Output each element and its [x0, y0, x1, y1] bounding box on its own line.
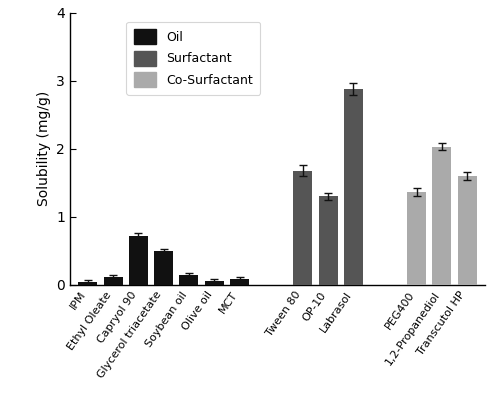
- Bar: [180, 275, 199, 285]
- Legend: Oil, Surfactant, Co-Surfactant: Oil, Surfactant, Co-Surfactant: [126, 21, 260, 95]
- Bar: [458, 176, 477, 285]
- Bar: [129, 236, 148, 285]
- Y-axis label: Solubility (mg/g): Solubility (mg/g): [36, 91, 51, 207]
- Bar: [154, 251, 173, 285]
- Bar: [318, 197, 338, 285]
- Bar: [78, 282, 97, 285]
- Bar: [230, 279, 249, 285]
- Bar: [407, 191, 426, 285]
- Bar: [104, 277, 122, 285]
- Bar: [344, 89, 363, 285]
- Bar: [294, 171, 312, 285]
- Bar: [204, 281, 224, 285]
- Bar: [432, 147, 452, 285]
